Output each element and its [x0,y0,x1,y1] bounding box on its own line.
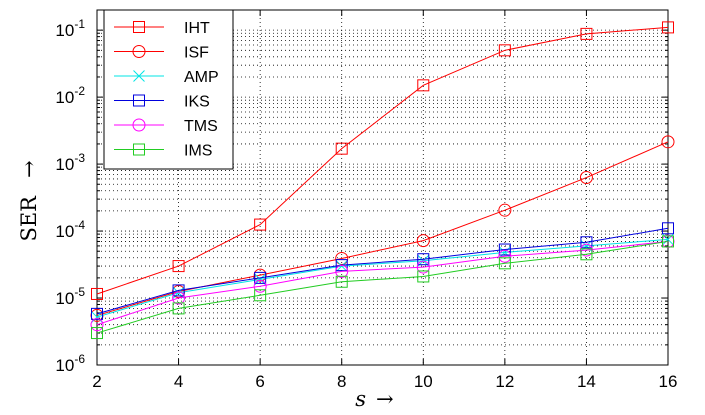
series-ims [91,235,674,340]
legend-label-ims: IMS [184,143,212,160]
series-line-iks [96,227,669,315]
legend-marker-iht [133,21,145,33]
data-point-ims [417,270,430,283]
y-tick-label: 10-5 [55,285,85,308]
series-line-tms [96,240,669,326]
data-point-iks [498,243,511,256]
legend-marker-tms [132,118,146,132]
x-tick-label: 14 [577,372,596,391]
series-tms [90,234,675,332]
data-point-ims [335,275,348,288]
legend-label-tms: TMS [184,118,218,135]
data-point-ims [254,289,267,302]
data-point-tms [498,249,512,263]
x-axis-label: s [355,387,366,411]
data-point-iks [335,259,348,272]
data-series [90,21,675,340]
data-point-ims [498,257,511,270]
data-point-ims [172,302,185,315]
series-line-amp [96,238,669,318]
x-tick-label: 2 [92,372,101,391]
legend-label-iht: IHT [184,20,210,37]
data-point-iht [498,44,511,57]
x-axis-title: s → [355,387,393,411]
data-point-iks [662,222,674,235]
data-point-isf [579,171,593,185]
data-point-iht [662,21,674,34]
x-tick-label: 6 [255,372,264,391]
legend-marker-ims [133,143,145,156]
data-point-amp [335,260,348,272]
data-point-iht [335,142,348,155]
y-tick-label: 10-3 [55,151,85,174]
x-tick-label: 16 [659,372,678,391]
legend-item-amp: AMP [114,69,219,86]
data-point-isf [661,135,675,149]
x-tick-label: 12 [495,372,514,391]
data-point-isf [498,203,512,217]
series-iks [91,222,674,320]
data-point-ims [662,235,674,248]
legend-marker-isf [132,45,146,58]
plot-area-frame [96,9,669,366]
y-tick-label: 10-2 [55,84,85,107]
data-point-iht [172,260,185,273]
data-point-iht [91,287,103,300]
legend-item-iht: IHT [114,20,210,37]
data-point-iks [254,271,267,284]
data-point-ims [91,327,103,340]
legend-item-iks: IKS [114,94,210,111]
legend-item-isf: ISF [114,45,209,62]
x-tick-label: 8 [337,372,346,391]
y-tick-label: 10-6 [55,352,85,375]
series-line-iht [96,26,669,295]
data-point-tms [90,318,104,332]
series-iht [91,21,674,300]
legend-marker-iks [133,94,145,107]
data-point-iht [254,218,267,231]
data-point-iks [91,307,103,320]
data-point-amp [91,311,103,323]
axis-ticks: 2 4 6 8 10 12 14 16 10-6 10-5 10-4 10-3 10-2 10-1 [55,9,678,391]
data-point-isf [416,234,430,248]
legend-label-isf: ISF [184,45,209,62]
legend-label-amp: AMP [184,69,219,86]
y-tick-label: 10-4 [55,218,85,241]
legend-marker-amp [133,70,145,82]
data-point-iks [580,236,593,249]
data-point-isf [335,251,349,265]
y-axis-label: SER [17,195,41,242]
marker-stroke [133,70,145,82]
data-point-tms [416,260,430,274]
data-point-iks [417,253,430,266]
y-axis-title: SER → [17,160,41,241]
x-tick-label: 10 [414,372,433,391]
data-point-iht [417,79,430,92]
data-point-tms [253,279,267,293]
marker-stroke [580,240,593,252]
data-point-ims [580,248,593,261]
data-point-tms [172,291,186,305]
series-line-ims [96,240,669,334]
data-point-tms [335,264,349,278]
data-point-iks [172,284,185,297]
y-tick-label: 10-1 [55,17,85,40]
y-axis-arrow: → [17,160,41,178]
legend-label-iks: IKS [184,94,210,111]
x-tick-label: 4 [174,372,183,391]
legend-box [103,9,234,170]
legend-item-tms: TMS [114,118,218,135]
marker-stroke [91,311,103,323]
legend: IHT ISF AMP IKS TMS IMS [103,9,234,170]
legend-item-ims: IMS [114,143,212,160]
data-point-iht [580,27,593,40]
x-axis-arrow: → [376,387,394,411]
marker-stroke [335,260,348,272]
